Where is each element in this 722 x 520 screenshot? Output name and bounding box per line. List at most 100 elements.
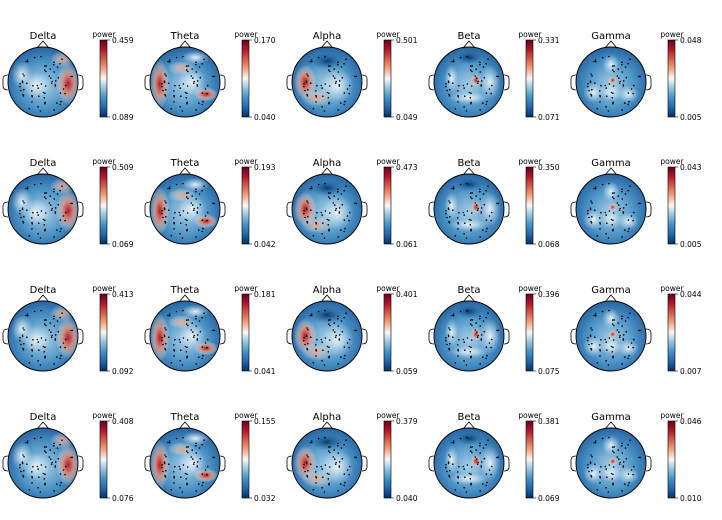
topomap-surface [576,428,646,498]
colorbar-label: power [518,157,542,166]
electrode-marker [610,472,613,475]
electrode-marker [201,189,203,192]
electrode-marker [616,75,619,77]
electrode-marker [185,69,188,71]
electrode-marker [181,491,184,493]
electrode-marker [161,339,163,342]
electrode-marker [192,463,195,466]
colorbar-min-label: 0.068 [538,240,560,249]
electrode-marker [32,84,34,87]
electrode-marker [617,68,619,70]
right-ear-outline [645,455,652,472]
electrode-marker [53,444,55,447]
electrode-marker [621,490,623,492]
electrode-marker [185,446,188,448]
electrode-marker [304,470,306,473]
electrode-marker [622,466,625,468]
electrode-marker [337,452,340,454]
electrode-marker [168,441,171,444]
electrode-marker [51,207,53,210]
electrode-marker [19,210,21,212]
electrode-marker [187,65,189,67]
colorbar-min-label: 0.005 [680,113,702,122]
colorbar-gradient [525,39,534,118]
electrode-marker [452,441,455,444]
electrode-marker [31,355,33,357]
electrode-marker [594,313,597,315]
colorbar-max-label: 0.381 [538,417,560,426]
electrode-marker [464,95,466,97]
electrode-marker [173,217,175,219]
electrode-marker [466,309,468,312]
electrode-marker [164,474,166,477]
colorbar-label: power [660,157,684,166]
electrode-marker [178,211,181,214]
electrode-marker [479,452,482,454]
electrode-marker [206,346,208,349]
colorbar-min-label: 0.005 [680,240,702,249]
electrode-marker [185,351,188,353]
electrode-marker [23,342,25,345]
electrode-marker [337,71,340,73]
electrode-marker [202,481,204,484]
electrode-marker [328,85,331,87]
electrode-marker [334,77,336,79]
electrode-marker [168,186,171,188]
electrode-marker [54,85,57,87]
electrode-marker [628,227,630,230]
electrode-marker [458,338,460,341]
topomap-title: Beta [457,285,480,296]
electrode-marker [335,207,338,210]
electrode-marker [590,476,593,478]
colorbar-max-label: 0.170 [254,36,276,45]
electrode-marker [187,451,189,454]
electrode-marker [321,341,324,343]
electrode-marker [470,346,472,349]
electrode-marker [447,462,450,465]
electrode-marker [310,441,313,444]
electrode-marker [354,329,356,332]
electrode-marker [195,236,197,238]
electrode-marker [321,468,324,470]
electrode-marker [589,462,592,465]
electrode-marker [490,465,493,468]
electrode-marker [479,198,482,200]
electrode-marker [195,363,197,365]
electrode-marker [589,335,592,338]
electrode-marker [315,94,317,97]
electrode-marker [333,195,336,197]
electrode-marker [64,338,67,341]
electrode-marker [186,219,188,221]
electrode-marker [447,80,450,82]
electrode-marker [179,341,181,343]
electrode-marker [346,215,349,217]
electrode-marker [479,188,481,191]
electrode-marker [594,336,596,339]
electrode-marker [50,458,52,460]
electrode-marker [328,339,331,341]
colorbar-max-label: 0.396 [538,290,560,299]
electrode-marker [161,466,163,469]
electrode-marker [612,212,615,214]
electrode-marker [201,443,203,446]
electrode-marker [348,92,350,95]
electrode-marker [20,470,22,473]
electrode-marker [201,357,203,360]
electrode-marker [49,68,51,70]
electrode-marker [471,197,473,200]
electrode-marker [64,211,67,214]
electrode-marker [340,229,342,231]
electrode-marker [446,470,448,473]
electrode-marker [195,61,197,64]
electrode-marker [306,73,308,75]
electrode-marker [338,212,341,214]
electrode-marker [451,441,453,444]
electrode-marker [482,320,485,322]
electrode-marker [471,319,474,321]
electrode-marker [33,310,36,313]
